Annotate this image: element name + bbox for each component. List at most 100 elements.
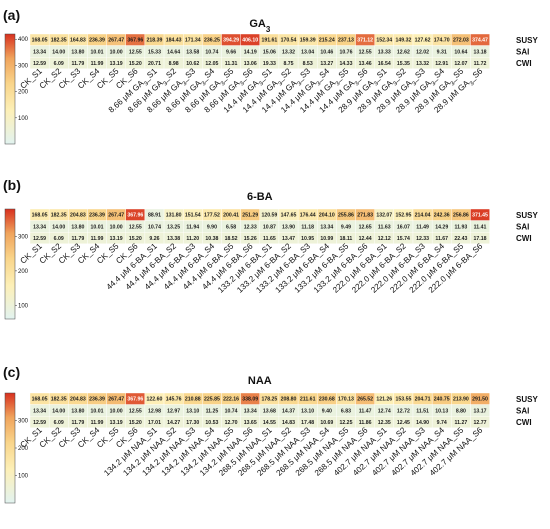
cell-value-label: 10.00	[110, 224, 123, 230]
cell-value-label: 15.20	[129, 61, 142, 67]
cell-value-label: 121.26	[376, 397, 392, 403]
cell-value-label: 13.32	[282, 49, 295, 55]
cell-value-label: 267.47	[108, 397, 124, 403]
colorbar	[4, 33, 16, 145]
cell-value-label: 10.13	[435, 408, 448, 414]
cell-value-label: 13.34	[320, 224, 333, 230]
cell-value-label: 13.10	[301, 408, 314, 414]
cell-value-label: 13.47	[282, 236, 295, 242]
cell-value-label: 10.53	[205, 420, 218, 426]
cell-value-label: 265.52	[357, 397, 373, 403]
colorbar	[4, 208, 16, 320]
cell-value-label: 13.58	[186, 49, 199, 55]
cell-value-label: 13.19	[110, 61, 123, 67]
cell-value-label: 10.74	[148, 224, 161, 230]
colorbar-tick-label: 300	[18, 63, 29, 69]
cell-value-label: 11.31	[225, 61, 238, 67]
cell-value-label: 19.33	[263, 61, 276, 67]
cell-value-label: 11.27	[455, 420, 468, 426]
cell-value-label: 151.54	[185, 213, 201, 219]
cell-value-label: 11.20	[186, 236, 199, 242]
cell-value-label: 14.00	[52, 224, 65, 230]
cell-value-label: 12.45	[397, 420, 410, 426]
cell-value-label: 159.39	[300, 38, 316, 44]
cell-value-label: 230.68	[319, 397, 335, 403]
row-label: SAI	[516, 406, 529, 415]
cell-value-label: 13.19	[110, 420, 123, 426]
cell-value-label: 16.54	[378, 61, 391, 67]
cell-value-label: 10.87	[263, 224, 276, 230]
cell-value-label: 12.07	[454, 61, 467, 67]
cell-value-label: 9.66	[226, 49, 236, 55]
cell-value-label: 13.32	[416, 61, 429, 67]
cell-value-label: 371.45	[472, 213, 488, 219]
cell-value-label: 12.65	[359, 224, 372, 230]
cell-value-label: 182.35	[51, 213, 67, 219]
cell-value-label: 6.09	[54, 236, 64, 242]
cell-value-label: 13.65	[244, 420, 257, 426]
cell-value-label: 12.59	[33, 61, 46, 67]
cell-value-label: 15.20	[129, 236, 142, 242]
panel-tag: (b)	[3, 177, 21, 193]
cell-value-label: 11.51	[416, 408, 429, 414]
cell-value-label: 10.69	[320, 420, 333, 426]
cell-value-label: 11.72	[474, 61, 487, 67]
cell-value-label: 9.31	[437, 49, 447, 55]
cell-value-label: 11.25	[206, 408, 219, 414]
cell-value-label: 13.80	[71, 49, 84, 55]
cell-value-label: 131.80	[166, 213, 182, 219]
cell-value-label: 12.02	[416, 49, 429, 55]
cell-value-label: 191.61	[261, 38, 277, 44]
cell-value-label: 14.29	[435, 224, 448, 230]
cell-value-label: 12.62	[397, 49, 410, 55]
cell-value-label: 14.19	[244, 49, 257, 55]
cell-value-label: 11.99	[91, 420, 104, 426]
cell-value-label: 13.10	[186, 408, 199, 414]
cell-value-label: 10.00	[110, 49, 123, 55]
cell-value-label: 10.74	[225, 408, 238, 414]
cell-value-label: 182.35	[51, 397, 67, 403]
row-label: SUSY	[516, 211, 538, 220]
cell-value-label: 236.25	[204, 38, 220, 44]
cell-value-label: 208.80	[281, 397, 297, 403]
cell-value-label: 22.43	[454, 236, 467, 242]
cell-value-label: 8.53	[303, 61, 313, 67]
row-label: CWI	[516, 234, 532, 243]
cell-value-label: 11.99	[91, 236, 104, 242]
cell-value-label: 9.74	[437, 420, 447, 426]
cell-value-label: 15.35	[397, 61, 410, 67]
cell-value-label: 15.06	[263, 49, 276, 55]
cell-value-label: 236.39	[89, 38, 105, 44]
cell-value-label: 13.19	[110, 236, 123, 242]
cell-value-label: 120.59	[261, 213, 277, 219]
cell-value-label: 14.27	[167, 420, 180, 426]
cell-value-label: 291.50	[472, 397, 488, 403]
cell-value-label: 12.97	[167, 408, 180, 414]
cell-value-label: 12.33	[244, 224, 257, 230]
cell-value-label: 6.09	[54, 61, 64, 67]
cell-value-label: 10.01	[91, 408, 104, 414]
cell-value-label: 242.36	[434, 213, 450, 219]
cell-value-label: 240.75	[434, 397, 450, 403]
cell-value-label: 267.47	[108, 38, 124, 44]
cell-value-label: 204.10	[319, 213, 335, 219]
cell-value-label: 149.32	[395, 38, 411, 44]
cell-value-label: 14.83	[282, 420, 295, 426]
cell-value-label: 13.34	[33, 408, 46, 414]
cell-value-label: 9.49	[341, 224, 351, 230]
cell-value-label: 168.05	[32, 213, 48, 219]
cell-value-label: 13.06	[244, 61, 257, 67]
cell-value-label: 12.05	[205, 61, 218, 67]
cell-value-label: 15.20	[129, 420, 142, 426]
cell-value-label: 12.59	[33, 236, 46, 242]
cell-value-label: 14.37	[282, 408, 295, 414]
cell-value-label: 12.70	[225, 420, 238, 426]
cell-value-label: 6.83	[341, 408, 351, 414]
cell-value-label: 14.33	[339, 61, 352, 67]
cell-value-label: 9.26	[149, 236, 159, 242]
cell-value-label: 170.54	[281, 38, 297, 44]
cell-value-label: 222.16	[223, 397, 239, 403]
heatmap-cell	[470, 57, 490, 70]
cell-value-label: 12.25	[339, 420, 352, 426]
